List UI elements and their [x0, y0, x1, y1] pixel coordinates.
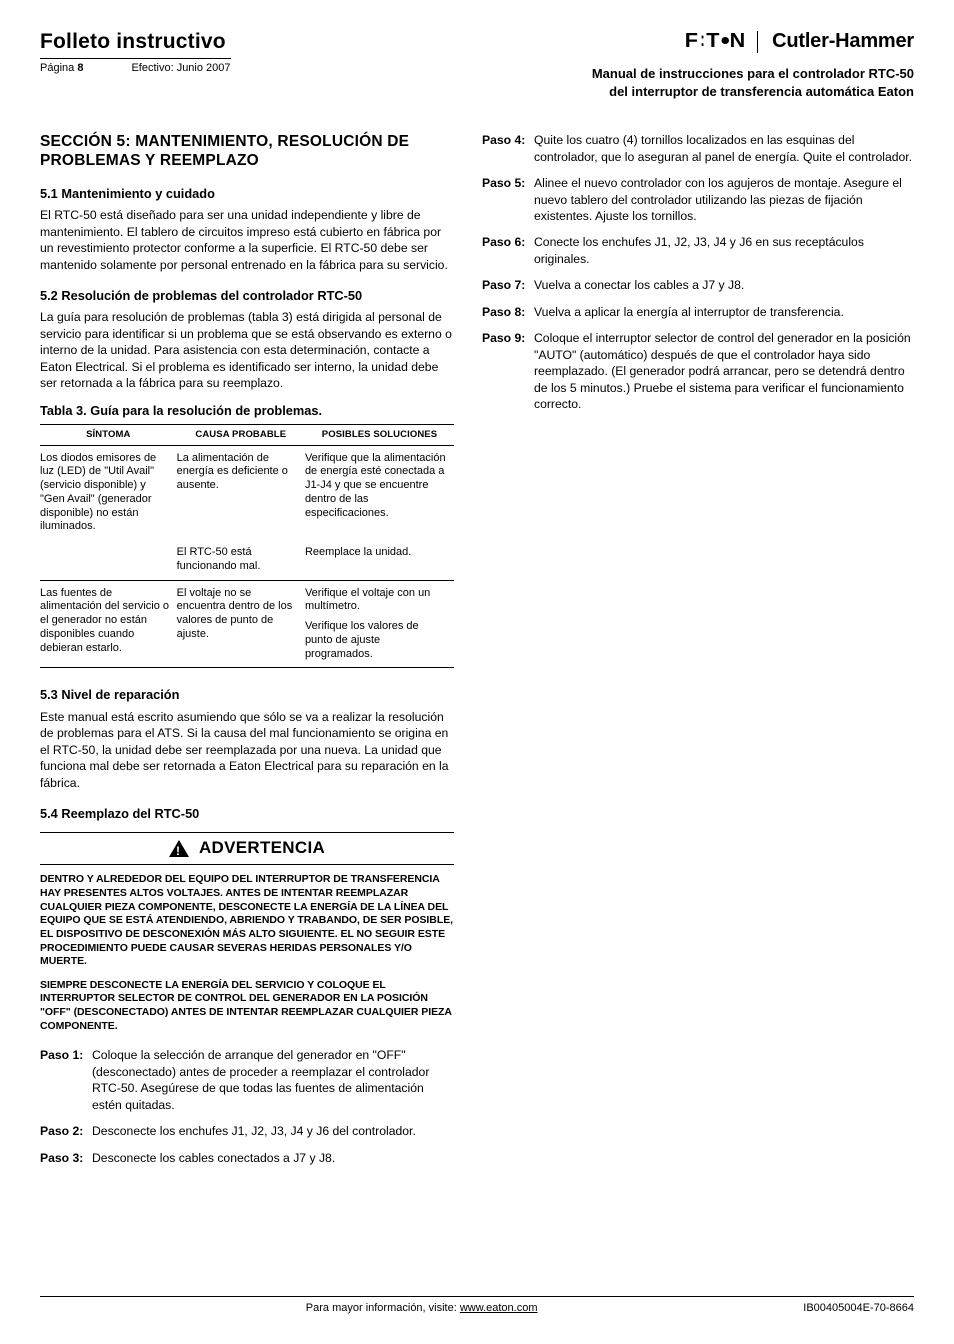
brand-row: F:TN Cutler-Hammer: [592, 28, 914, 55]
step-text: Vuelva a conectar los cables a J7 y J8.: [534, 277, 914, 293]
troubleshooting-table: Síntoma Causa probable Posibles solucion…: [40, 424, 454, 669]
table-row: Los diodos emisores de luz (LED) de "Uti…: [40, 445, 454, 540]
section-5-title: SECCIÓN 5: MANTENIMIENTO, RESOLUCIÓN DE …: [40, 132, 454, 171]
cell-symptom: [40, 540, 177, 580]
cell-cause: El RTC-50 está funcionando mal.: [177, 540, 305, 580]
table-header-cause: Causa probable: [177, 424, 305, 445]
steps-right: Paso 4: Quite los cuatro (4) tornillos l…: [482, 132, 914, 413]
heading-5-2: 5.2 Resolución de problemas del controla…: [40, 287, 454, 304]
page-label: Página 8: [40, 61, 83, 76]
warning-text-1: DENTRO Y ALREDEDOR DEL EQUIPO DEL INTERR…: [40, 873, 454, 968]
para-5-1: El RTC-50 está diseñado para ser una uni…: [40, 207, 454, 273]
step-1: Paso 1: Coloque la selección de arranque…: [40, 1047, 454, 1113]
step-label: Paso 1:: [40, 1047, 92, 1113]
cell-solution: Verifique los valores de punto de ajuste…: [305, 618, 454, 668]
step-text: Coloque el interruptor selector de contr…: [534, 330, 914, 412]
left-column: SECCIÓN 5: MANTENIMIENTO, RESOLUCIÓN DE …: [40, 132, 454, 1176]
warning-header: ADVERTENCIA: [40, 832, 454, 865]
step-8: Paso 8: Vuelva a aplicar la energía al i…: [482, 304, 914, 320]
cell-cause: La alimentación de energía es deficiente…: [177, 445, 305, 540]
step-text: Vuelva a aplicar la energía al interrupt…: [534, 304, 914, 320]
step-2: Paso 2: Desconecte los enchufes J1, J2, …: [40, 1123, 454, 1139]
step-9: Paso 9: Coloque el interruptor selector …: [482, 330, 914, 412]
step-label: Paso 8:: [482, 304, 534, 320]
step-label: Paso 9:: [482, 330, 534, 412]
step-text: Alinee el nuevo controlador con los aguj…: [534, 175, 914, 224]
cell-symptom: Las fuentes de alimentación del servicio…: [40, 580, 177, 668]
cell-solution: Reemplace la unidad.: [305, 540, 454, 580]
footer-docnum: IB00405004E-70-8664: [803, 1301, 914, 1316]
cell-symptom: Los diodos emisores de luz (LED) de "Uti…: [40, 445, 177, 540]
warning-box: ADVERTENCIA DENTRO Y ALREDEDOR DEL EQUIP…: [40, 832, 454, 1033]
page-footer: Para mayor información, visite: www.eato…: [40, 1296, 914, 1316]
step-5: Paso 5: Alinee el nuevo controlador con …: [482, 175, 914, 224]
step-text: Conecte los enchufes J1, J2, J3, J4 y J6…: [534, 234, 914, 267]
para-5-2: La guía para resolución de problemas (ta…: [40, 309, 454, 391]
step-7: Paso 7: Vuelva a conectar los cables a J…: [482, 277, 914, 293]
body-columns: SECCIÓN 5: MANTENIMIENTO, RESOLUCIÓN DE …: [40, 132, 914, 1176]
header-right: F:TN Cutler-Hammer Manual de instruccion…: [592, 28, 914, 100]
table-row: Las fuentes de alimentación del servicio…: [40, 580, 454, 618]
header-meta: Página 8 Efectivo: Junio 2007: [40, 61, 231, 76]
effective-date: Efectivo: Junio 2007: [131, 61, 230, 76]
step-label: Paso 4:: [482, 132, 534, 165]
step-6: Paso 6: Conecte los enchufes J1, J2, J3,…: [482, 234, 914, 267]
step-4: Paso 4: Quite los cuatro (4) tornillos l…: [482, 132, 914, 165]
doc-title: Folleto instructivo: [40, 28, 231, 59]
right-column: Paso 4: Quite los cuatro (4) tornillos l…: [482, 132, 914, 1176]
cell-solution: Verifique el voltaje con un multímetro.: [305, 580, 454, 618]
warning-icon: [169, 840, 189, 857]
step-label: Paso 5:: [482, 175, 534, 224]
footer-link[interactable]: www.eaton.com: [460, 1302, 538, 1314]
page-header: Folleto instructivo Página 8 Efectivo: J…: [40, 28, 914, 100]
brand-cutler-hammer: Cutler-Hammer: [772, 28, 914, 55]
table-3-caption: Tabla 3. Guía para la resolución de prob…: [40, 402, 454, 419]
heading-5-3: 5.3 Nivel de reparación: [40, 686, 454, 703]
warning-title: ADVERTENCIA: [199, 837, 325, 860]
step-text: Desconecte los cables conectados a J7 y …: [92, 1150, 454, 1166]
step-label: Paso 6:: [482, 234, 534, 267]
header-subtitle: Manual de instrucciones para el controla…: [592, 65, 914, 100]
table-header-symptom: Síntoma: [40, 424, 177, 445]
footer-info: Para mayor información, visite: www.eato…: [306, 1301, 538, 1316]
steps-left: Paso 1: Coloque la selección de arranque…: [40, 1047, 454, 1166]
cell-cause: El voltaje no se encuentra dentro de los…: [177, 580, 305, 668]
step-label: Paso 7:: [482, 277, 534, 293]
para-5-3: Este manual está escrito asumiendo que s…: [40, 709, 454, 791]
brand-eaton-logo: F:TN: [684, 28, 745, 55]
brand-separator: [757, 31, 758, 53]
warning-text-2: SIEMPRE DESCONECTE LA ENERGÍA DEL SERVIC…: [40, 979, 454, 1034]
cell-solution: Verifique que la alimentación de energía…: [305, 445, 454, 540]
step-3: Paso 3: Desconecte los cables conectados…: [40, 1150, 454, 1166]
step-label: Paso 3:: [40, 1150, 92, 1166]
step-text: Coloque la selección de arranque del gen…: [92, 1047, 454, 1113]
step-text: Quite los cuatro (4) tornillos localizad…: [534, 132, 914, 165]
step-label: Paso 2:: [40, 1123, 92, 1139]
step-text: Desconecte los enchufes J1, J2, J3, J4 y…: [92, 1123, 454, 1139]
table-header-solution: Posibles soluciones: [305, 424, 454, 445]
table-row: El RTC-50 está funcionando mal. Reemplac…: [40, 540, 454, 580]
header-left: Folleto instructivo Página 8 Efectivo: J…: [40, 28, 231, 76]
heading-5-1: 5.1 Mantenimiento y cuidado: [40, 185, 454, 202]
heading-5-4: 5.4 Reemplazo del RTC-50: [40, 805, 454, 822]
